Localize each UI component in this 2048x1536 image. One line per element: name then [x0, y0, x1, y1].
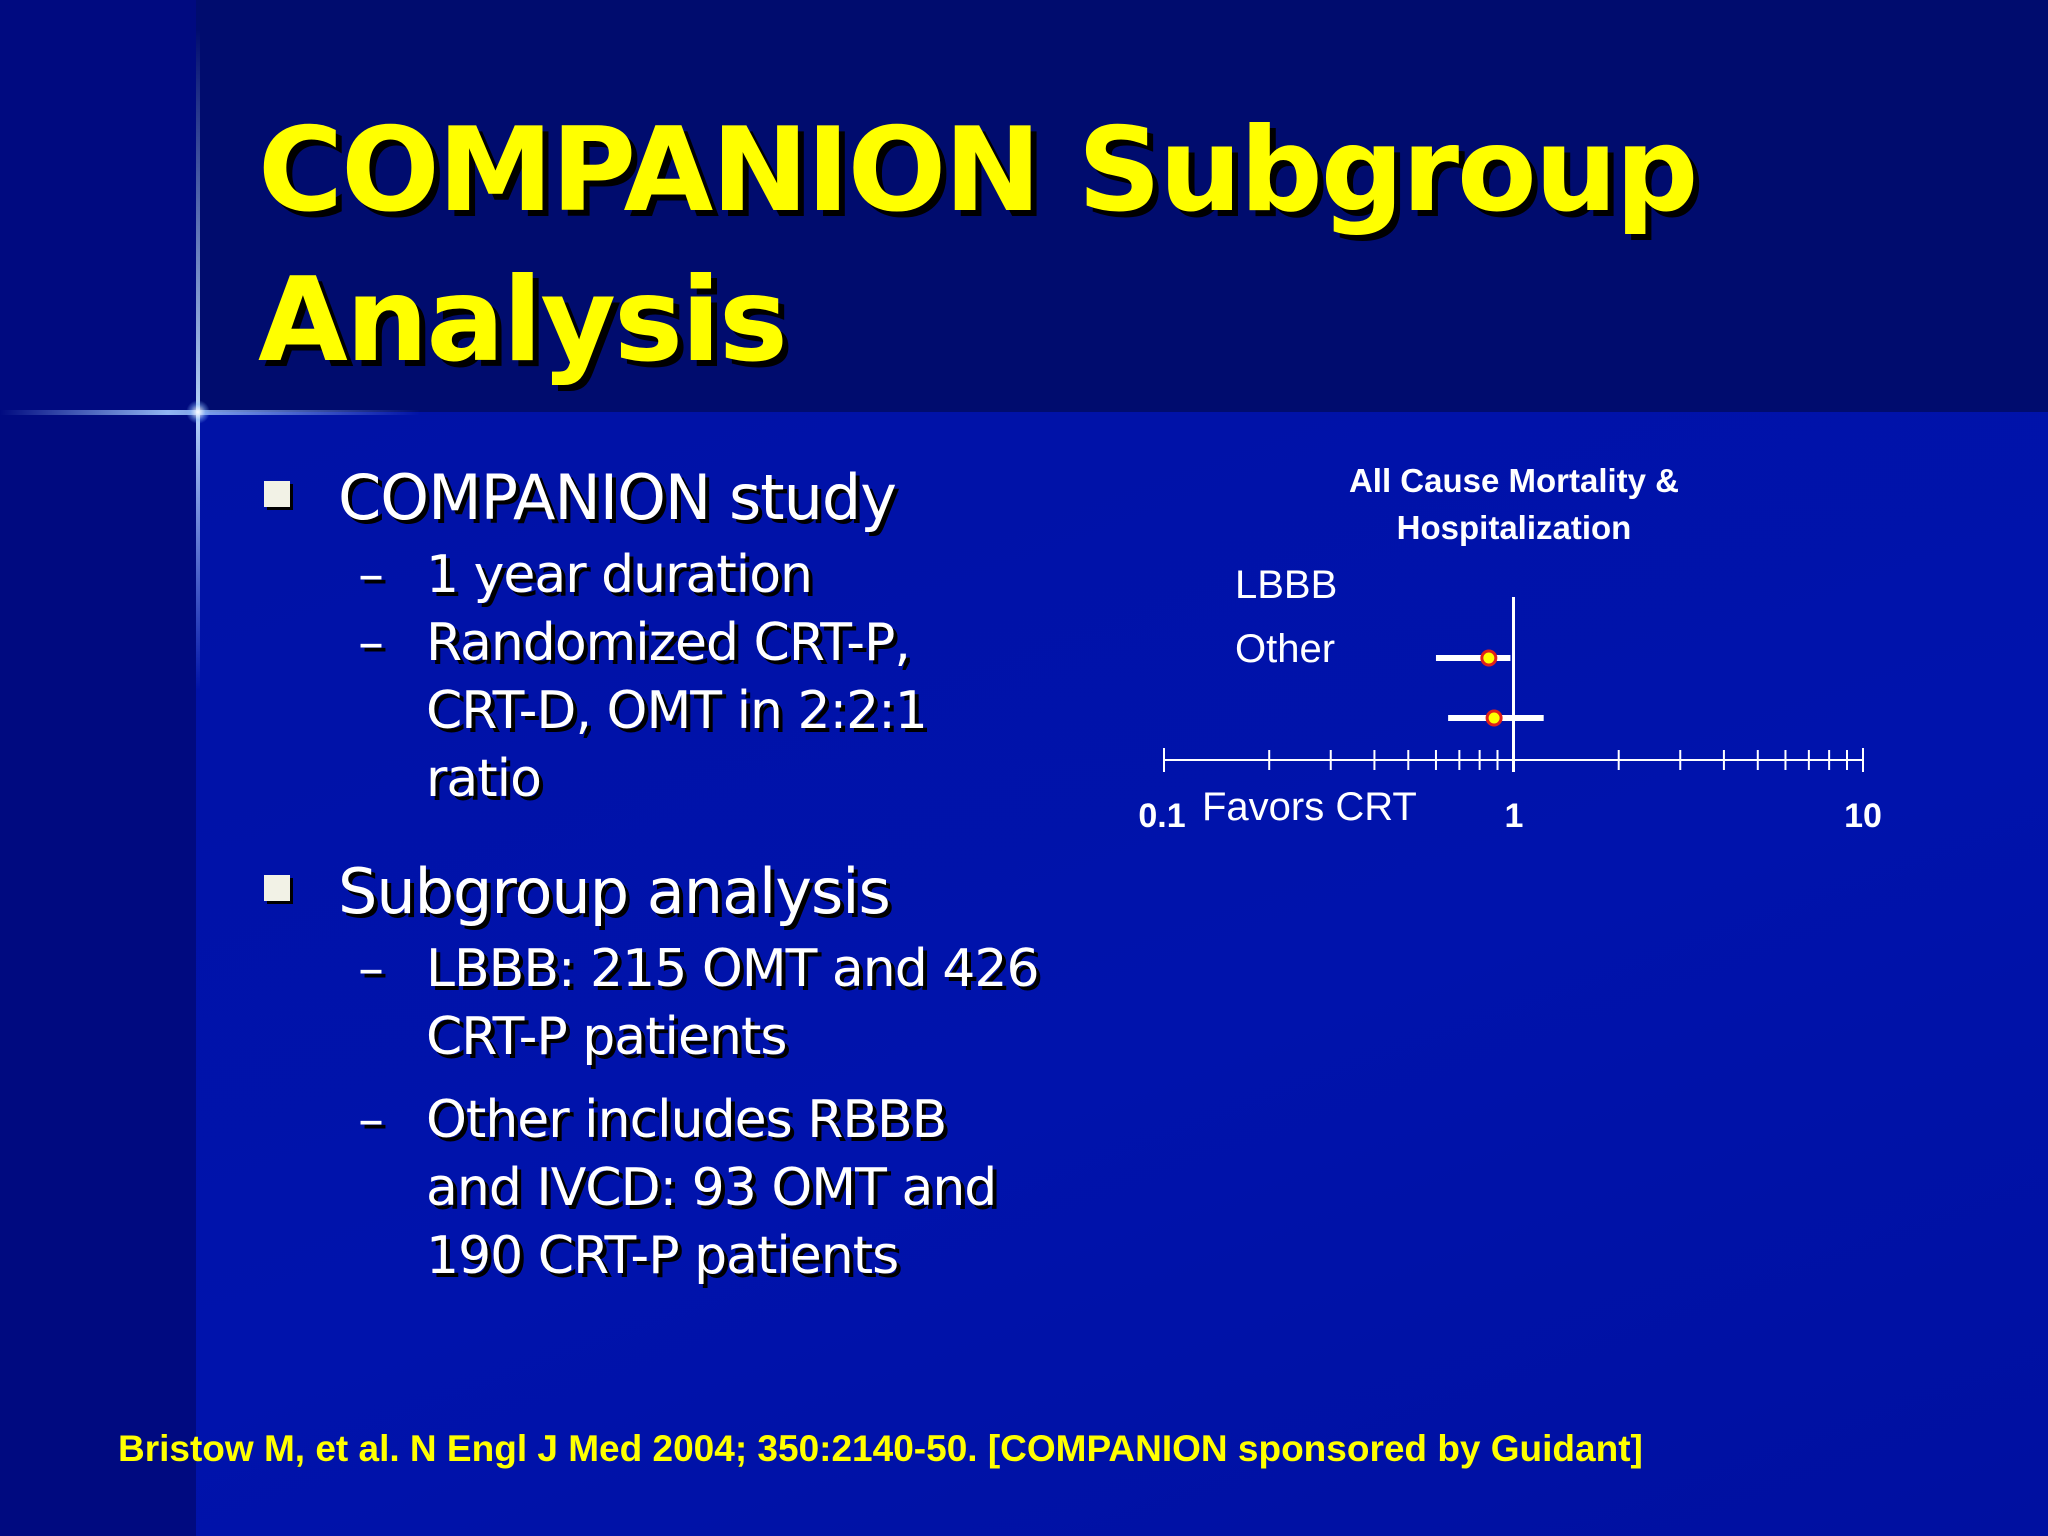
bullet-list: COMPANION study – 1 year duration – Rand…: [258, 455, 1078, 1290]
dash-bullet-icon: –: [358, 613, 384, 673]
dash-bullet-icon: –: [358, 1090, 384, 1150]
bullet-text: Subgroup analysis: [338, 855, 891, 928]
subbullet-line: CRT-D, OMT in 2:2:1: [426, 681, 928, 741]
subbullet-line: ratio: [426, 749, 542, 809]
chart-title-line-2: Hospitalization: [1397, 509, 1632, 546]
subbullet-line: Randomized CRT-P,: [426, 613, 911, 673]
dash-bullet-icon: –: [358, 939, 384, 999]
subbullet-line: 190 CRT-P patients: [426, 1226, 899, 1286]
bullet-subgroup-analysis: Subgroup analysis: [258, 849, 1078, 935]
bullet-text: COMPANION study: [338, 461, 897, 534]
left-band-background: [0, 0, 196, 1536]
dash-bullet-icon: –: [358, 545, 384, 605]
title-band-background: [0, 0, 2048, 412]
forest-plot: All Cause Mortality & Hospitalization LB…: [1138, 462, 1882, 835]
bullet-companion-study: COMPANION study: [258, 455, 1078, 541]
row-label-lbbb: LBBB: [1235, 563, 1337, 607]
subbullet-line: Other includes RBBB: [426, 1090, 947, 1150]
slide-title-line-2: Analysis: [258, 253, 788, 388]
slide-title-line-1: COMPANION Subgroup: [258, 103, 1698, 238]
citation: Bristow M, et al. N Engl J Med 2004; 350…: [118, 1428, 1643, 1469]
x-tick-label-10: 10: [1844, 797, 1882, 835]
row-label-other: Other: [1235, 627, 1335, 671]
content-background: [196, 412, 2048, 1536]
x-tick-label-1: 1: [1505, 797, 1524, 835]
x-tick-label-0.1: 0.1: [1138, 797, 1185, 835]
square-bullet-icon: [264, 481, 290, 507]
subbullet-other: – Other includes RBBB and IVCD: 93 OMT a…: [258, 1086, 1078, 1290]
x-axis: [1163, 597, 1864, 772]
lens-flare-center: [186, 400, 210, 424]
chart-title-line-1: All Cause Mortality &: [1349, 462, 1679, 499]
subbullet-duration: – 1 year duration: [258, 541, 1078, 609]
lens-flare-vertical: [196, 30, 200, 690]
lens-flare-horizontal: [0, 410, 420, 415]
forest-estimates: [1435, 649, 1544, 727]
subbullet-randomized: – Randomized CRT-P, CRT-D, OMT in 2:2:1 …: [258, 609, 1078, 813]
subbullet-lbbb: – LBBB: 215 OMT and 426 CRT-P patients: [258, 935, 1078, 1071]
subbullet-line: 1 year duration: [426, 545, 813, 605]
slide-title: COMPANION Subgroup Analysis: [258, 96, 1978, 396]
subbullet-line: and IVCD: 93 OMT and: [426, 1158, 997, 1218]
point-estimate-marker: [1485, 709, 1503, 727]
point-estimate-marker: [1480, 649, 1498, 667]
subbullet-line: CRT-P patients: [426, 1007, 787, 1067]
favors-crt-label: Favors CRT: [1202, 785, 1417, 829]
subbullet-line: LBBB: 215 OMT and 426: [426, 939, 1040, 999]
square-bullet-icon: [264, 875, 290, 901]
